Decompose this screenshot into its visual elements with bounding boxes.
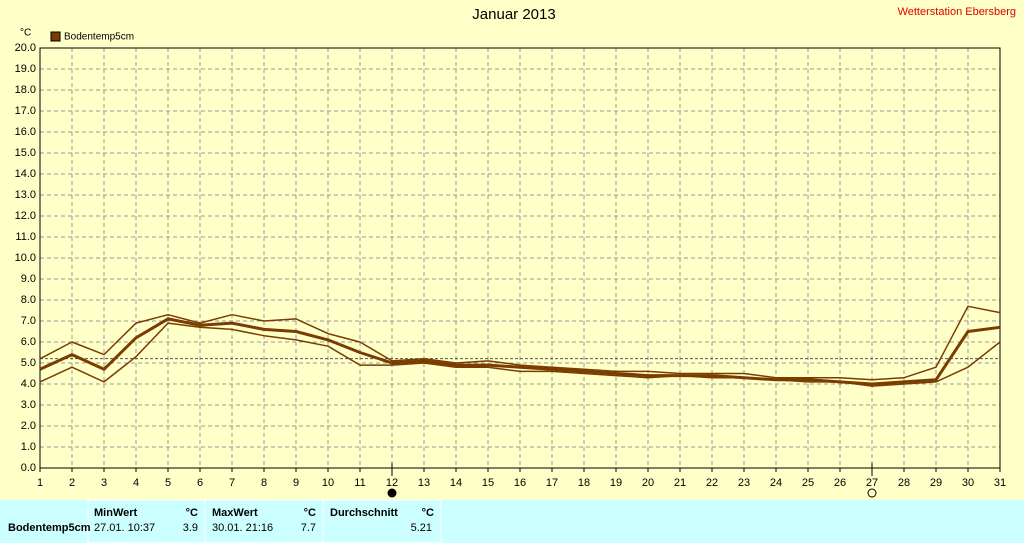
plot-frame <box>39 47 1001 469</box>
y-tick-label: 19.0 <box>15 63 36 75</box>
x-tick-label: 19 <box>610 477 622 489</box>
background <box>0 0 1024 500</box>
x-tick-label: 12 <box>386 477 398 489</box>
legend-label: Bodentemp5cm <box>64 32 134 43</box>
y-tick-label: 5.0 <box>21 357 36 369</box>
x-tick-label: 28 <box>898 477 910 489</box>
x-tick-label: 10 <box>322 477 334 489</box>
moon-marker <box>387 488 397 498</box>
table-header: °C <box>304 507 316 519</box>
x-tick-label: 3 <box>101 477 107 489</box>
x-tick-label: 9 <box>293 477 299 489</box>
y-tick-label: 17.0 <box>15 105 36 117</box>
y-tick-label: 15.0 <box>15 147 36 159</box>
table-cell-text: 30.01. 21:16 <box>212 522 273 534</box>
x-tick-label: 15 <box>482 477 494 489</box>
table-header: Durchschnitt <box>330 507 398 519</box>
x-tick-label: 31 <box>994 477 1006 489</box>
table-background <box>0 500 1024 543</box>
x-tick-label: 24 <box>770 477 782 489</box>
x-tick-label: 11 <box>354 477 365 489</box>
table-cell-text: 27.01. 10:37 <box>94 522 155 534</box>
x-tick-label: 27 <box>866 477 878 489</box>
table-cell <box>322 499 442 543</box>
y-tick-label: 14.0 <box>15 168 36 180</box>
x-tick-label: 2 <box>69 477 75 489</box>
y-tick-label: 1.0 <box>21 441 36 453</box>
y-tick-label: 4.0 <box>21 378 36 390</box>
y-tick-label: 0.0 <box>21 462 36 474</box>
y-tick-label: 16.0 <box>15 126 36 138</box>
legend-swatch <box>50 31 61 42</box>
y-tick-label: 7.0 <box>21 315 36 327</box>
x-tick-label: 30 <box>962 477 974 489</box>
y-axis-label: °C <box>20 28 31 39</box>
y-tick-label: 20.0 <box>15 42 36 54</box>
y-tick-label: 3.0 <box>21 399 36 411</box>
series-line-max <box>39 305 1001 381</box>
table-cell-text: 7.7 <box>301 522 316 534</box>
x-tick-label: 18 <box>578 477 590 489</box>
x-tick-label: 4 <box>133 477 139 489</box>
x-tick-label: 16 <box>514 477 526 489</box>
y-tick-label: 6.0 <box>21 336 36 348</box>
x-tick-label: 6 <box>197 477 203 489</box>
y-tick-label: 12.0 <box>15 210 36 222</box>
x-tick-label: 8 <box>261 477 267 489</box>
x-tick-label: 14 <box>450 477 462 489</box>
x-tick-label: 29 <box>930 477 942 489</box>
x-tick-label: 1 <box>37 477 43 489</box>
table-cell-text: Bodentemp5cm <box>8 522 91 534</box>
x-tick-label: 23 <box>738 477 750 489</box>
x-tick-label: 22 <box>706 477 718 489</box>
x-tick-label: 7 <box>229 477 235 489</box>
chart-title: Januar 2013 <box>472 6 555 23</box>
x-tick-label: 20 <box>642 477 654 489</box>
y-tick-label: 13.0 <box>15 189 36 201</box>
table-cell-text: 3.9 <box>183 522 198 534</box>
y-tick-label: 11.0 <box>15 231 36 243</box>
station-name: Wetterstation Ebersberg <box>898 6 1016 18</box>
x-tick-label: 26 <box>834 477 846 489</box>
x-tick-label: 17 <box>546 477 558 489</box>
y-tick-label: 8.0 <box>21 294 36 306</box>
x-tick-label: 21 <box>674 477 686 489</box>
x-tick-label: 25 <box>802 477 814 489</box>
y-tick-label: 9.0 <box>21 273 36 285</box>
table-header: MinWert <box>94 507 138 519</box>
series-line-values <box>39 317 1001 386</box>
table-cell-text: 5.21 <box>411 522 432 534</box>
x-tick-label: 13 <box>418 477 430 489</box>
x-tick-label: 5 <box>165 477 171 489</box>
y-tick-label: 2.0 <box>21 420 36 432</box>
moon-marker <box>867 488 877 498</box>
y-tick-label: 10.0 <box>15 252 36 264</box>
table-header: °C <box>422 507 434 519</box>
table-header: °C <box>186 507 198 519</box>
y-tick-label: 18.0 <box>15 84 36 96</box>
table-header: MaxWert <box>212 507 258 519</box>
